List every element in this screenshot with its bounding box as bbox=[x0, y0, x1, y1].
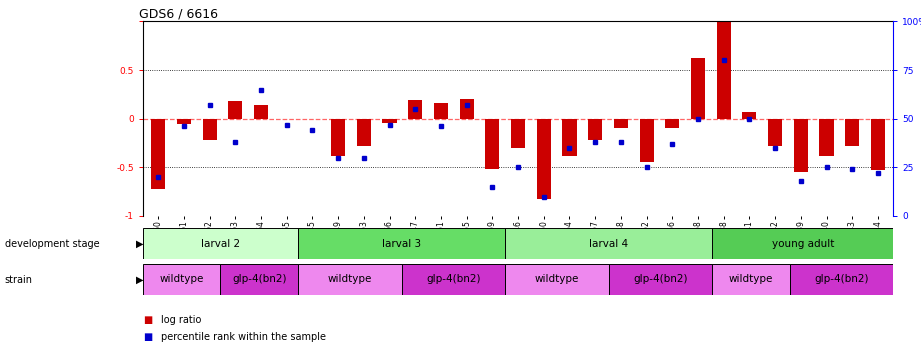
Bar bbox=[871, 119, 885, 170]
Bar bbox=[151, 119, 165, 189]
Bar bbox=[563, 119, 577, 156]
Bar bbox=[220, 264, 298, 295]
Text: wildtype: wildtype bbox=[328, 274, 372, 285]
Bar bbox=[254, 105, 268, 119]
Bar bbox=[331, 119, 345, 156]
Text: log ratio: log ratio bbox=[161, 315, 202, 325]
Text: ■: ■ bbox=[143, 315, 152, 325]
Text: GDS6 / 6616: GDS6 / 6616 bbox=[139, 7, 218, 20]
Text: glp-4(bn2): glp-4(bn2) bbox=[633, 274, 688, 285]
Bar bbox=[505, 264, 609, 295]
Bar bbox=[742, 112, 756, 119]
Text: strain: strain bbox=[5, 275, 32, 285]
Text: development stage: development stage bbox=[5, 239, 99, 249]
Text: larval 3: larval 3 bbox=[382, 238, 421, 249]
Bar bbox=[794, 119, 808, 172]
Text: glp-4(bn2): glp-4(bn2) bbox=[232, 274, 286, 285]
Bar bbox=[505, 228, 712, 259]
Bar bbox=[712, 228, 893, 259]
Bar bbox=[203, 119, 216, 140]
Bar bbox=[460, 99, 473, 119]
Text: ■: ■ bbox=[143, 332, 152, 342]
Bar bbox=[820, 119, 834, 156]
Text: percentile rank within the sample: percentile rank within the sample bbox=[161, 332, 326, 342]
Bar bbox=[609, 264, 712, 295]
Text: wildtype: wildtype bbox=[535, 274, 579, 285]
Bar bbox=[613, 119, 628, 129]
Bar bbox=[298, 228, 505, 259]
Text: young adult: young adult bbox=[772, 238, 834, 249]
Bar bbox=[665, 119, 680, 129]
Bar bbox=[511, 119, 525, 148]
Bar bbox=[845, 119, 859, 146]
Bar bbox=[537, 119, 551, 200]
Bar bbox=[589, 119, 602, 140]
Bar bbox=[408, 100, 423, 119]
Text: wildtype: wildtype bbox=[729, 274, 774, 285]
Text: wildtype: wildtype bbox=[159, 274, 204, 285]
Bar bbox=[434, 103, 448, 119]
Bar bbox=[177, 119, 191, 124]
Bar bbox=[691, 59, 705, 119]
Bar bbox=[298, 264, 402, 295]
Bar bbox=[143, 264, 220, 295]
Bar bbox=[717, 21, 730, 119]
Bar bbox=[402, 264, 505, 295]
Text: larval 2: larval 2 bbox=[201, 238, 240, 249]
Bar bbox=[790, 264, 893, 295]
Bar bbox=[356, 119, 371, 146]
Bar bbox=[712, 264, 790, 295]
Bar bbox=[382, 119, 397, 122]
Bar bbox=[639, 119, 654, 161]
Text: larval 4: larval 4 bbox=[589, 238, 628, 249]
Text: glp-4(bn2): glp-4(bn2) bbox=[426, 274, 481, 285]
Text: ▶: ▶ bbox=[136, 239, 144, 249]
Text: glp-4(bn2): glp-4(bn2) bbox=[814, 274, 869, 285]
Bar bbox=[143, 228, 298, 259]
Text: ▶: ▶ bbox=[136, 275, 144, 285]
Bar bbox=[485, 119, 499, 169]
Bar bbox=[228, 101, 242, 119]
Bar bbox=[768, 119, 782, 146]
